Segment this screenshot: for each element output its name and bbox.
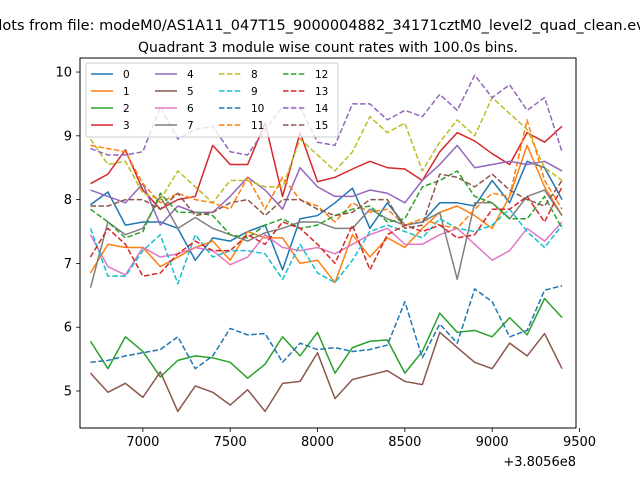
- series-line-0: [90, 160, 563, 271]
- series-line-6: [89, 221, 563, 276]
- legend-label-7: 7: [187, 120, 194, 132]
- legend-label-13: 13: [315, 86, 328, 98]
- series-line-4: [90, 144, 563, 226]
- series-line-5: [89, 331, 563, 413]
- series-line-15: [90, 173, 563, 230]
- y-tick-label: 9: [64, 129, 72, 144]
- legend-label-6: 6: [187, 103, 194, 115]
- x-tick-label: 8000: [301, 435, 334, 450]
- figure-title: Plots from file: modeM0/AS1A11_047T15_90…: [0, 18, 640, 34]
- legend-label-12: 12: [315, 69, 328, 81]
- series-line-13: [89, 186, 563, 277]
- series-line-11: [90, 119, 563, 230]
- legend-label-9: 9: [251, 86, 258, 98]
- legend-box: [85, 62, 339, 138]
- x-axis: 7000 7500 8000 8500 9000 9500: [126, 428, 596, 450]
- legend-label-11: 11: [251, 120, 264, 132]
- y-tick-label: 8: [64, 193, 72, 208]
- legend-label-15: 15: [315, 120, 328, 132]
- series-line-2: [89, 297, 563, 379]
- legend-label-1: 1: [123, 86, 130, 98]
- legend-label-2: 2: [123, 103, 130, 115]
- series-line-12: [90, 170, 563, 239]
- y-tick-label: 7: [64, 257, 72, 272]
- legend-label-14: 14: [315, 103, 329, 115]
- axes-frame: [79, 57, 577, 429]
- series-line-7: [89, 189, 563, 288]
- x-tick-label: 7000: [126, 435, 159, 450]
- series-line-9: [89, 208, 563, 285]
- legend-label-3: 3: [123, 120, 130, 132]
- x-tick-label: 9500: [563, 435, 596, 450]
- series-layer: [89, 74, 563, 413]
- chart-title: Quadrant 3 module wise count rates with …: [138, 40, 518, 56]
- series-line-3: [90, 122, 563, 210]
- series-line-8: [89, 96, 563, 204]
- legend-label-5: 5: [187, 86, 194, 98]
- x-tick-label: 7500: [214, 435, 247, 450]
- legend-label-0: 0: [123, 69, 130, 81]
- legend-label-4: 4: [187, 69, 194, 81]
- legend-label-8: 8: [251, 69, 258, 81]
- x-tick-label: 8500: [388, 435, 421, 450]
- x-tick-label: 9000: [476, 435, 509, 450]
- y-tick-label: 6: [64, 321, 72, 336]
- y-axis: 5 6 7 8 9 10: [55, 66, 80, 400]
- series-line-10: [90, 285, 563, 370]
- y-tick-label: 10: [55, 66, 72, 81]
- y-tick-label: 5: [64, 385, 72, 400]
- x-offset-label: +3.8056e8: [503, 455, 576, 470]
- legend-label-10: 10: [251, 103, 264, 115]
